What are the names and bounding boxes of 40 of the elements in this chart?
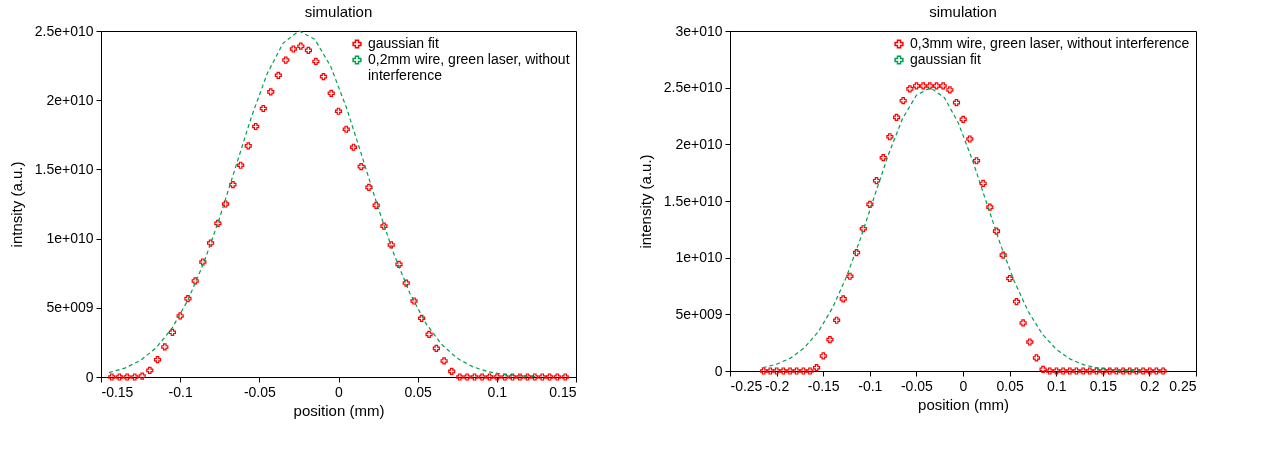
x-tick-label: 0.2 (1140, 377, 1160, 394)
y-tick-label: 1e+010 (46, 230, 94, 247)
y-tick-label: 1e+010 (675, 249, 723, 266)
x-tick-label: 0.15 (1089, 377, 1118, 394)
x-axis-title: position (mm) (918, 395, 1009, 413)
x-tick-label: -0.05 (243, 383, 276, 400)
x-tick-label: 0.1 (1046, 377, 1067, 394)
y-tick-label: 2.5e+010 (663, 79, 723, 96)
x-tick-label: 0 (959, 377, 968, 394)
y-tick-label: 2e+010 (675, 135, 723, 152)
y-tick-label: 1.5e+010 (663, 192, 723, 209)
x-tick-label: -0.15 (807, 377, 840, 394)
chart-title: simulation (929, 3, 997, 20)
legend-label: gaussian fit (368, 35, 439, 51)
y-tick-label: 1.5e+010 (34, 160, 94, 177)
legend-label: gaussian fit (910, 51, 981, 67)
x-tick-label: -0.2 (765, 377, 790, 394)
x-tick-label: -0.1 (858, 377, 883, 394)
x-tick-label: 0.25 (1169, 377, 1197, 394)
x-tick-label: 0.05 (404, 383, 432, 400)
x-tick-label: -0.05 (900, 377, 934, 394)
y-tick-label: 5e+009 (46, 299, 94, 316)
y-axis-title: intnsity (a.u.) (7, 161, 25, 248)
x-axis-title: position (mm) (293, 401, 385, 419)
x-tick-label: 0.05 (996, 377, 1024, 394)
y-axis-title: intensity (a.u.) (636, 154, 654, 249)
y-tick-label: 5e+009 (675, 305, 723, 322)
x-tick-label: -0.25 (730, 377, 763, 394)
x-tick-label: -0.15 (101, 383, 134, 400)
y-tick-label: 0 (714, 362, 723, 379)
legend-label: 0,3mm wire, green laser, without interference (910, 35, 1190, 51)
y-tick-label: 3e+010 (675, 22, 723, 39)
y-tick-label: 2.5e+010 (34, 22, 94, 39)
legend-label: 0,2mm wire, green laser, without interference (368, 51, 570, 83)
x-tick-label: 0.1 (487, 383, 508, 400)
x-tick-label: 0.15 (549, 383, 577, 400)
chart-title: simulation (304, 3, 373, 20)
x-tick-label: -0.1 (168, 383, 193, 400)
x-tick-label: 0 (335, 383, 344, 400)
y-tick-label: 2e+010 (46, 91, 94, 108)
